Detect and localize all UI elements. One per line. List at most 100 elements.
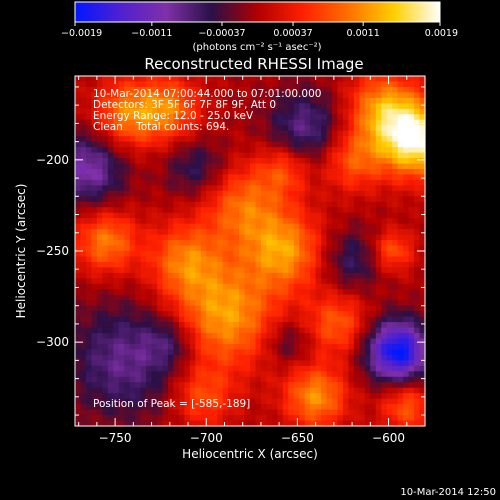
heatmap-cell: [151, 185, 158, 192]
heatmap-cell: [304, 103, 311, 110]
heatmap-cell: [211, 261, 218, 269]
heatmap-cell: [419, 305, 426, 312]
heatmap-cell: [113, 322, 120, 329]
heatmap-cell: [332, 382, 339, 389]
heatmap-cell: [222, 234, 229, 241]
heatmap-cell: [408, 212, 415, 219]
heatmap-cell: [206, 354, 213, 361]
heatmap-cell: [419, 338, 426, 345]
heatmap-cell: [266, 97, 273, 104]
heatmap-cell: [173, 289, 180, 296]
heatmap-cell: [348, 245, 355, 252]
heatmap-cell: [129, 371, 136, 378]
heatmap-cell: [184, 185, 191, 192]
heatmap-cell: [359, 223, 366, 230]
heatmap-cell: [403, 294, 410, 301]
heatmap-cell: [80, 283, 87, 290]
heatmap-cell: [107, 267, 114, 274]
heatmap-cell: [129, 76, 136, 83]
heatmap-cell: [353, 387, 360, 394]
heatmap-cell: [364, 316, 371, 323]
heatmap-cell: [195, 174, 202, 181]
heatmap-cell: [173, 354, 180, 361]
heatmap-cell: [337, 125, 344, 132]
heatmap-cell: [288, 283, 295, 290]
heatmap-cell: [102, 305, 109, 312]
heatmap-cell: [359, 272, 366, 279]
heatmap-cell: [113, 300, 120, 307]
heatmap-cell: [75, 141, 82, 148]
heatmap-cell: [364, 196, 371, 203]
colorbar-tick-label: −0.0011: [131, 28, 172, 39]
heatmap-cell: [414, 114, 421, 121]
heatmap-cell: [299, 163, 306, 170]
heatmap-cell: [403, 163, 410, 170]
heatmap-cell: [332, 201, 339, 208]
heatmap-cell: [75, 168, 82, 176]
heatmap-cell: [403, 245, 410, 252]
heatmap-cell: [332, 333, 339, 340]
heatmap-cell: [304, 234, 311, 241]
heatmap-cell: [217, 190, 224, 197]
heatmap-cell: [184, 196, 191, 203]
heatmap-cell: [348, 234, 355, 241]
heatmap-cell: [266, 420, 273, 427]
heatmap-cell: [75, 289, 82, 296]
heatmap-cell: [337, 393, 344, 400]
heatmap-cell: [162, 201, 169, 208]
heatmap-cell: [228, 141, 235, 148]
heatmap-cell: [260, 201, 268, 208]
heatmap-cell: [184, 174, 191, 181]
heatmap-cell: [408, 343, 415, 351]
heatmap-cell: [129, 360, 136, 367]
heatmap-cell: [332, 283, 339, 290]
heatmap-cell: [386, 201, 393, 208]
heatmap-cell: [222, 86, 229, 94]
heatmap-cell: [293, 212, 300, 219]
heatmap-cell: [151, 294, 158, 301]
heatmap-cell: [255, 212, 262, 219]
heatmap-cell: [211, 163, 218, 170]
heatmap-cell: [96, 251, 103, 258]
heatmap-cell: [206, 174, 213, 181]
heatmap-cell: [255, 261, 262, 269]
heatmap-cell: [364, 185, 371, 192]
heatmap-cell: [162, 136, 169, 143]
heatmap-cell: [157, 365, 164, 372]
heatmap-cell: [386, 229, 393, 236]
heatmap-cell: [184, 349, 191, 356]
heatmap-cell: [326, 174, 333, 181]
heatmap-cell: [178, 185, 185, 192]
heatmap-cell: [118, 174, 125, 181]
heatmap-cell: [135, 365, 142, 372]
heatmap-cell: [326, 376, 333, 383]
heatmap-cell: [135, 108, 142, 115]
heatmap-cell: [167, 316, 175, 323]
y-tick-label: −300: [36, 335, 69, 349]
heatmap-cell: [337, 327, 344, 334]
heatmap-cell: [332, 130, 339, 137]
heatmap-cell: [184, 207, 191, 214]
heatmap-cell: [162, 267, 169, 274]
heatmap-cell: [359, 404, 366, 411]
heatmap-cell: [337, 376, 344, 383]
heatmap-cell: [178, 130, 185, 137]
heatmap-cell: [370, 349, 377, 356]
heatmap-cell: [271, 240, 278, 247]
heatmap-cell: [414, 261, 421, 269]
heatmap-cell: [217, 256, 224, 263]
heatmap-cell: [353, 338, 360, 345]
heatmap-cell: [370, 272, 377, 279]
heatmap-cell: [315, 240, 322, 247]
heatmap-cell: [195, 415, 202, 422]
heatmap-cell: [408, 207, 415, 214]
heatmap-cell: [282, 207, 289, 214]
heatmap-cell: [222, 163, 229, 170]
heatmap-cell: [124, 223, 131, 230]
heatmap-cell: [348, 136, 355, 143]
heatmap-cell: [260, 267, 268, 274]
heatmap-cell: [157, 305, 164, 312]
heatmap-cell: [386, 108, 393, 115]
heatmap-cell: [195, 420, 202, 427]
heatmap-cell: [299, 76, 306, 83]
